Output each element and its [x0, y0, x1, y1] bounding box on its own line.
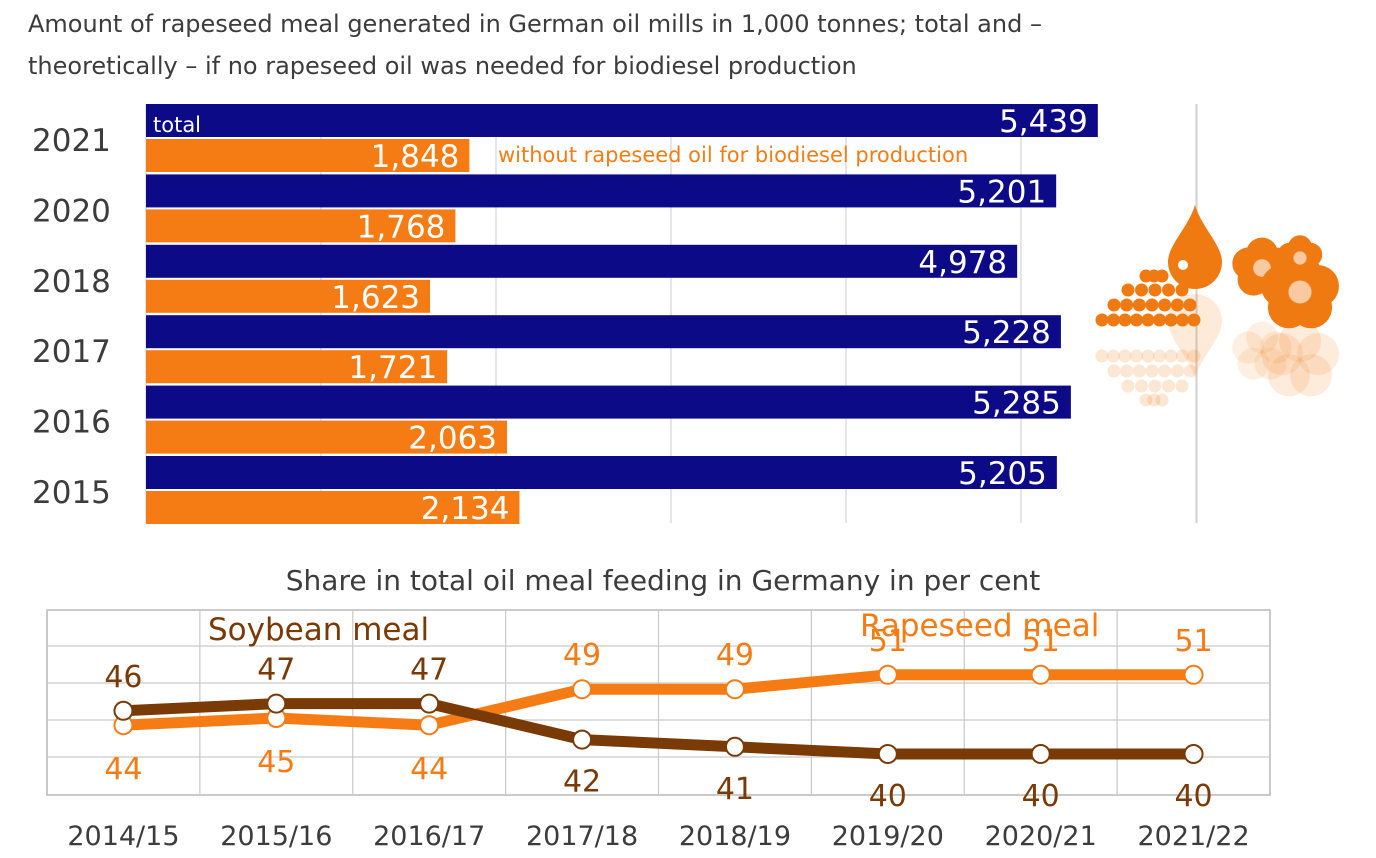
rapeseed-value-label: 51 [869, 624, 907, 659]
year-label: 2016 [32, 405, 111, 441]
bar-without-biodiesel [146, 420, 508, 454]
bar-total [146, 104, 1098, 137]
year-label: 2018 [32, 264, 111, 300]
bar-total [146, 456, 1057, 489]
soybean-point [113, 700, 134, 721]
season-tick-label: 2017/18 [526, 821, 638, 852]
bar-without-value-label: 2,134 [421, 491, 510, 527]
bar-total [146, 174, 1057, 208]
rapeseed-value-label: 49 [563, 638, 601, 673]
year-label: 2020 [32, 193, 111, 229]
soybean-point [724, 736, 745, 757]
bar-total-value-label: 5,228 [962, 315, 1051, 351]
season-tick-label: 2021/22 [1137, 821, 1249, 852]
soybean-point [266, 693, 287, 714]
bar-total-value-label: 5,205 [958, 456, 1047, 492]
soybean-value-label: 47 [410, 653, 448, 688]
bar-without-biodiesel [146, 279, 431, 313]
rapeseed-flower-icon [1232, 235, 1339, 397]
rapeseed-value-label: 44 [104, 752, 142, 787]
rapeseed-point [419, 715, 440, 736]
rapeseed-point [1183, 664, 1204, 685]
bar-without-value-label: 1,623 [331, 280, 420, 316]
bar-total-value-label: 5,285 [972, 386, 1061, 422]
bar-without-value-label: 1,848 [371, 139, 460, 175]
season-tick-label: 2016/17 [373, 821, 485, 852]
bar-without-value-label: 2,063 [408, 421, 497, 457]
soybean-series-label: Soybean meal [208, 612, 429, 648]
soybean-value-label: 47 [257, 653, 295, 688]
soybean-value-label: 40 [1174, 779, 1212, 814]
bar-chart-title-line-1: Amount of rapeseed meal generated in Ger… [28, 10, 1042, 38]
season-tick-label: 2019/20 [832, 821, 944, 852]
rapeseed-meal-line [117, 669, 1200, 731]
soybean-value-label: 40 [1022, 779, 1060, 814]
legend-without-label: without rapeseed oil for biodiesel produ… [498, 143, 968, 167]
rapeseed-decoration [1095, 104, 1339, 523]
soybean-value-label: 41 [716, 772, 754, 807]
legend-total-label: total [153, 113, 201, 137]
soybean-point [572, 729, 593, 750]
soybean-value-label: 42 [563, 765, 601, 800]
rapeseed-pile-icon [1095, 269, 1201, 407]
bar-chart-title-line-2: theoretically – if no rapeseed oil was n… [28, 52, 857, 80]
bar-without-biodiesel [146, 139, 470, 172]
soybean-point [877, 744, 898, 764]
bar-without-biodiesel [146, 350, 448, 384]
year-label: 2021 [32, 123, 111, 159]
bar-without-value-label: 1,721 [348, 350, 437, 386]
rapeseed-series-label: Rapeseed meal [860, 608, 1099, 644]
bar-without-value-label: 1,768 [357, 209, 446, 245]
soybean-point [419, 693, 440, 714]
soybean-value-label: 46 [104, 660, 142, 695]
season-tick-label: 2020/21 [985, 821, 1097, 852]
bar-total [146, 315, 1061, 349]
rapeseed-value-label: 49 [716, 638, 754, 673]
bar-without-biodiesel [146, 491, 520, 524]
year-label: 2017 [32, 334, 111, 370]
season-tick-label: 2015/16 [220, 821, 332, 852]
year-label: 2015 [32, 475, 111, 511]
rapeseed-point [724, 679, 745, 700]
season-tick-label: 2018/19 [679, 821, 791, 852]
rapeseed-point [572, 679, 593, 700]
bar-total-value-label: 4,978 [918, 245, 1007, 281]
rapeseed-point [877, 664, 898, 685]
line-chart: Share in total oil meal feeding in Germa… [46, 564, 1271, 852]
line-chart-title: Share in total oil meal feeding in Germa… [286, 564, 1040, 597]
rapeseed-value-label: 44 [410, 752, 448, 787]
rapeseed-value-label: 51 [1174, 624, 1212, 659]
rapeseed-value-label: 51 [1022, 624, 1060, 659]
soybean-value-label: 40 [869, 779, 907, 814]
bar-total-value-label: 5,439 [999, 104, 1088, 140]
bar-chart: 2021 5,439 1,848 total without rapeseed oil … [32, 104, 1197, 527]
bar-total [146, 385, 1071, 419]
soybean-point [1183, 744, 1204, 764]
season-tick-label: 2014/15 [67, 821, 179, 852]
bar-without-biodiesel [146, 209, 456, 243]
soybean-point [1030, 744, 1051, 764]
bar-total-value-label: 5,201 [957, 174, 1046, 210]
bar-total [146, 244, 1018, 278]
rapeseed-value-label: 45 [257, 745, 295, 780]
rapeseed-point [1030, 664, 1051, 685]
oil-drop-icon [1168, 205, 1222, 378]
soybean-meal-line [117, 698, 1200, 760]
